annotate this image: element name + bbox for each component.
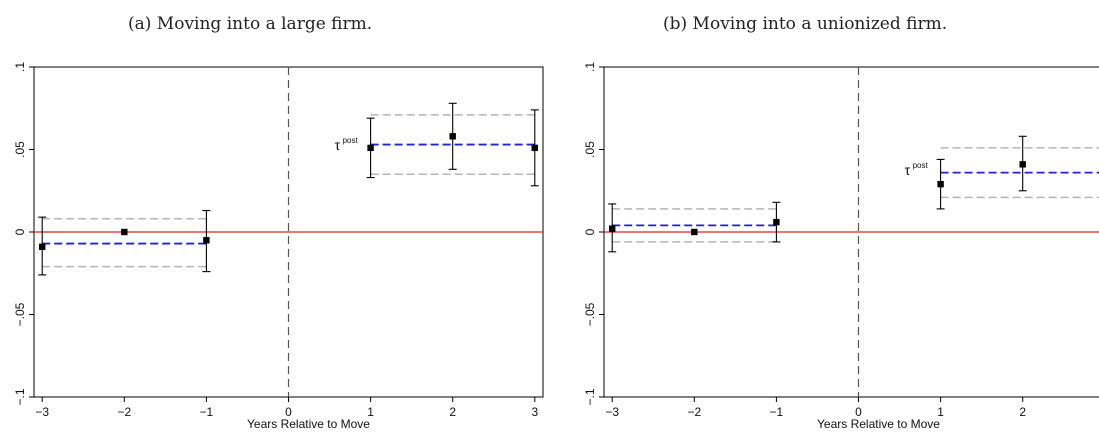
y-tick-label: .1 (13, 62, 27, 72)
data-point (1019, 161, 1026, 168)
x-tick-label: 3 (531, 405, 538, 419)
tau-post-label: τ (335, 137, 341, 153)
x-tick-label: 2 (1019, 405, 1026, 419)
chart-panel-a: −.1 −.05 0 .05 .1 −3 −2 −1 0 1 2 3 Years Relative to… (0, 52, 560, 436)
x-tick-label: −3 (605, 405, 619, 419)
caption-panel-a: (a) Moving into a large firm. (128, 14, 373, 34)
y-tick-label: −.1 (13, 388, 27, 405)
x-tick-label: 0 (285, 405, 292, 419)
y-tick-label: .05 (583, 141, 597, 158)
x-tick-label: 0 (855, 405, 862, 419)
y-tick-label: −.1 (583, 388, 597, 405)
data-point (937, 180, 944, 188)
tau-post-superscript: post (343, 136, 359, 145)
y-tick-label: .05 (13, 141, 27, 158)
data-point (449, 133, 456, 140)
y-tick-label: 0 (583, 228, 597, 235)
x-tick-label: −3 (35, 405, 49, 419)
x-tick-label: −1 (770, 405, 784, 419)
x-tick-label: −2 (117, 405, 131, 419)
x-tick-label: 2 (449, 405, 456, 419)
x-tick-label: 1 (937, 405, 944, 419)
x-tick-label: −2 (687, 405, 701, 419)
data-point (39, 243, 46, 251)
x-tick-label: −1 (200, 405, 214, 419)
x-tick-label: 1 (367, 405, 374, 419)
x-axis-label: Years Relative to Move (817, 417, 940, 431)
data-point (773, 218, 780, 226)
y-tick-label: −.05 (13, 302, 27, 326)
x-axis-label: Years Relative to Move (247, 417, 370, 431)
data-point (121, 228, 128, 236)
data-point (691, 228, 698, 236)
data-point (531, 144, 538, 152)
caption-panel-b: (b) Moving into a unionized firm. (663, 14, 948, 34)
data-point (609, 225, 616, 232)
data-point (367, 144, 374, 152)
y-tick-label: −.05 (583, 302, 597, 326)
event-study-chart-a: −.1 −.05 0 .05 .1 −3 −2 −1 0 1 2 3 Years Relative to… (13, 62, 544, 431)
data-point (203, 237, 210, 244)
tau-post-label: τ (905, 162, 911, 178)
tau-post-superscript: post (913, 161, 929, 170)
y-tick-label: 0 (13, 228, 27, 235)
y-tick-label: .1 (583, 62, 597, 72)
